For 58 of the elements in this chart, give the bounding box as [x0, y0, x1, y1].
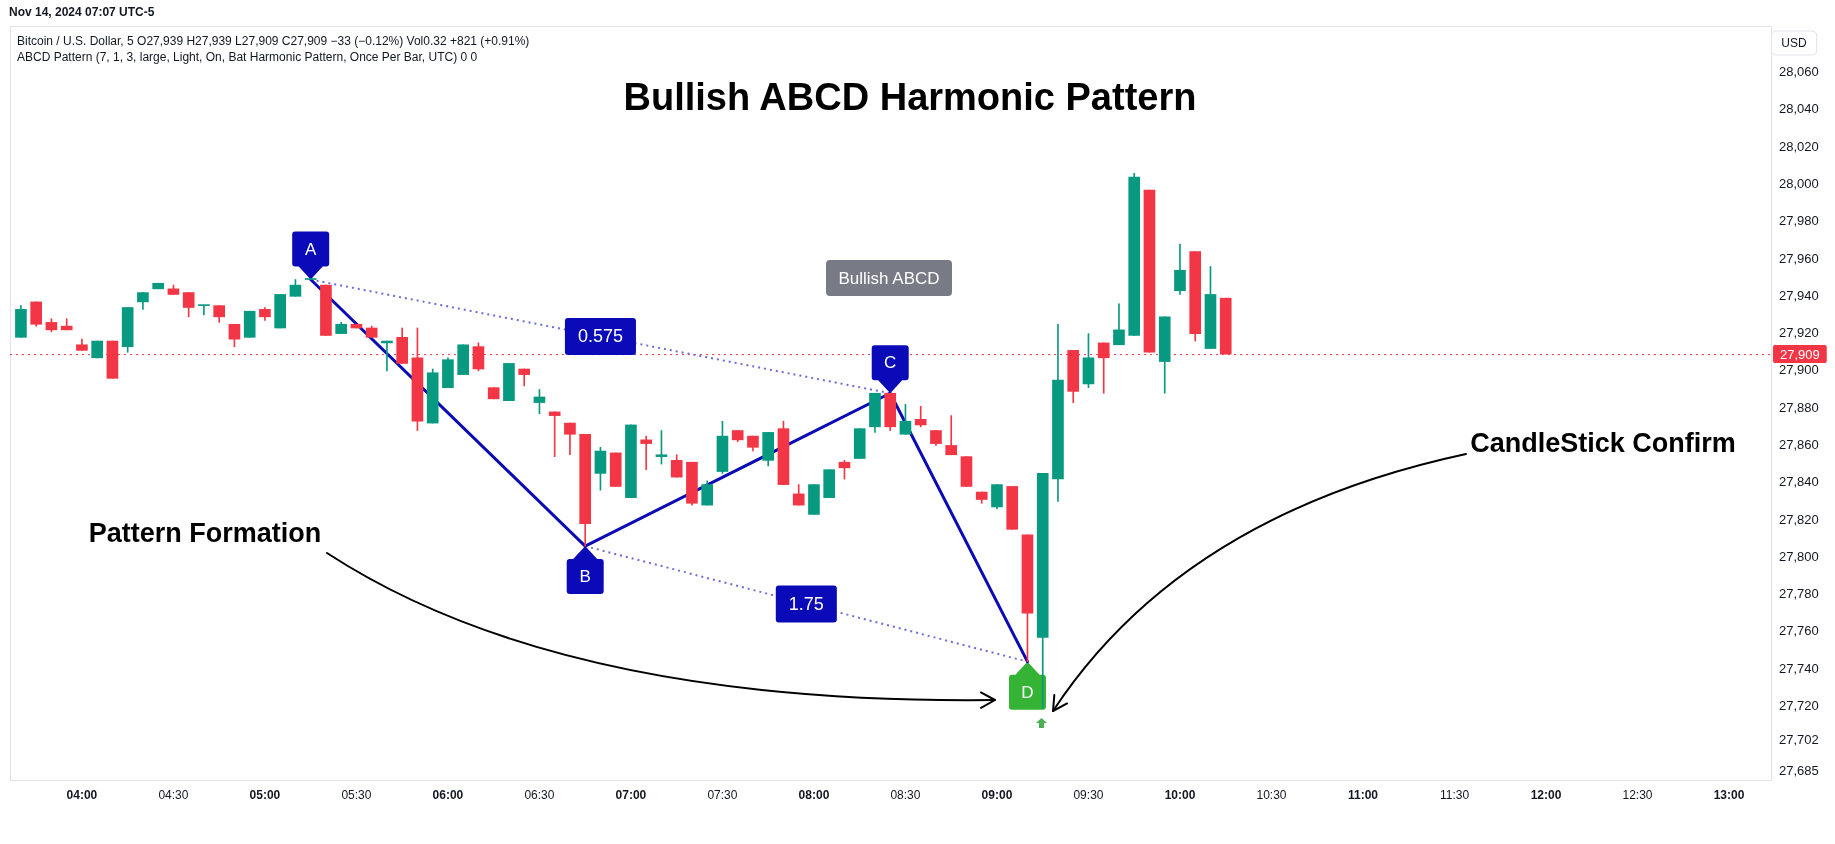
y-tick-label: 28,020: [1779, 138, 1819, 154]
x-tick-label: 04:30: [158, 787, 189, 802]
annotation: D: [1021, 682, 1034, 702]
x-tick-label: 11:00: [1347, 787, 1379, 802]
ref-line-label: 27,909: [1780, 346, 1820, 362]
annotation: ABCD Pattern (7, 1, 3, large, Light, On, Bat Harmonic Pattern, Once Per Bar, UTC) 0 0: [17, 50, 478, 65]
text: Nov 14, 2024 07:07 UTC-5: [9, 5, 155, 20]
annotation: Pattern Formation: [88, 518, 322, 549]
x-tick-label: 07:00: [615, 787, 647, 802]
y-tick-label: 27,800: [1779, 548, 1819, 564]
text: Bullish ABCD Harmonic Pattern: [623, 76, 1197, 119]
annotation: CandleStick Confirm: [1470, 428, 1736, 459]
y-tick-label: 27,760: [1779, 623, 1819, 639]
annotation: 1.75: [788, 593, 824, 614]
x-tick-label: 11:30: [1439, 787, 1470, 802]
x-tick-label: 04:00: [66, 787, 98, 802]
y-tick-label: 27,860: [1779, 437, 1819, 453]
y-tick-label: 27,685: [1779, 763, 1819, 779]
x-tick-label: 12:30: [1622, 787, 1653, 802]
annotation: Bullish ABCD: [838, 268, 940, 288]
y-tick-label: 27,940: [1779, 287, 1819, 303]
x-tick-label: 06:00: [432, 787, 464, 802]
x-tick-label: 08:30: [890, 787, 921, 802]
text: Bitcoin / U.S. Dollar, 5 O27,939 H27,939 L27,909 C27,909 −33 (−0.12%) Vol0.32 +821 (+0.91%): [17, 34, 530, 49]
x-tick-label: 09:00: [981, 787, 1013, 802]
candlestick: [548, 411, 561, 457]
y-tick-label: 27,820: [1779, 511, 1819, 527]
x-tick-label: 08:00: [798, 787, 830, 802]
y-tick-label: 27,880: [1779, 399, 1819, 415]
y-tick-label: 28,000: [1779, 176, 1819, 192]
x-tick-label: 12:00: [1530, 787, 1562, 802]
x-tick-label: 06:30: [524, 787, 555, 802]
y-tick-label: 27,702: [1779, 731, 1819, 747]
x-tick-label: 07:30: [707, 787, 738, 802]
y-tick-label: 27,720: [1779, 698, 1819, 714]
x-tick-label: 09:30: [1073, 787, 1104, 802]
text: USD: [1781, 36, 1807, 51]
y-tick-label: 27,780: [1779, 586, 1819, 602]
y-tick-label: 27,740: [1779, 660, 1819, 676]
y-tick-label: 27,920: [1779, 325, 1819, 341]
candlestick: [640, 435, 653, 471]
y-tick-label: 28,060: [1779, 64, 1819, 80]
x-tick-label: 13:00: [1713, 787, 1745, 802]
x-tick-label: 05:30: [341, 787, 372, 802]
candlestick: [198, 304, 210, 316]
annotation: B: [579, 567, 591, 587]
annotation: A: [305, 239, 318, 259]
annotation: C: [884, 353, 897, 373]
y-tick-label: 27,900: [1779, 362, 1819, 378]
annotation: 0.575: [577, 326, 623, 347]
y-tick-label: 27,960: [1779, 250, 1819, 266]
x-tick-label: 10:30: [1256, 787, 1287, 802]
candlestick: [945, 415, 958, 456]
x-tick-label: 05:00: [249, 787, 281, 802]
y-tick-label: 28,040: [1779, 101, 1819, 117]
y-tick-label: 27,840: [1779, 474, 1819, 490]
y-tick-label: 27,980: [1779, 213, 1819, 229]
x-tick-label: 10:00: [1164, 787, 1196, 802]
